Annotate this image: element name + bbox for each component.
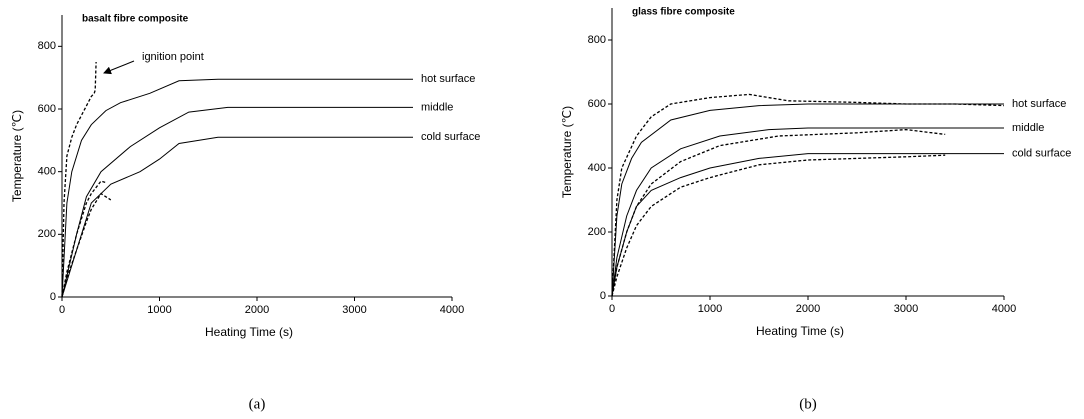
y-axis-label: Temperature (℃) [10,110,24,202]
series-label: middle [421,101,453,113]
series-line [611,127,1004,297]
chart-title: basalt fibre composite [82,14,189,25]
x-tick-label: 2000 [245,304,269,316]
x-tick-label: 3000 [894,303,918,315]
x-tick-label: 0 [59,304,65,316]
series-line [611,154,946,297]
x-tick-label: 4000 [440,304,464,316]
series-label: middle [1012,122,1044,134]
series-line [61,180,107,298]
series-line [611,153,1004,297]
series-line [61,192,112,298]
y-tick-label: 200 [38,228,56,240]
y-tick-label: 600 [588,98,606,110]
series-line [61,106,413,298]
series-label: cold surface [421,131,480,143]
x-tick-label: 0 [609,303,615,315]
x-tick-label: 1000 [698,303,722,315]
x-tick-label: 3000 [342,304,366,316]
series-label: cold surface [1012,148,1071,160]
y-tick-label: 800 [588,34,606,46]
x-axis-label: Heating Time (s) [205,325,293,339]
x-tick-label: 4000 [992,303,1016,315]
y-tick-label: 0 [50,291,56,303]
y-tick-label: 0 [600,290,606,302]
y-tick-label: 600 [38,103,56,115]
series-label: hot surface [1012,98,1066,110]
y-tick-label: 800 [38,40,56,52]
caption: (a) [249,396,266,412]
annotation-arrow [103,60,135,75]
series-line [61,61,97,298]
chart-title: glass fibre composite [632,7,735,18]
annotation: ignition point [142,51,204,63]
y-tick-label: 400 [38,166,56,178]
series-line [61,78,413,298]
x-axis-label: Heating Time (s) [756,324,844,338]
series-line [61,136,413,298]
caption: (b) [799,396,817,412]
x-tick-label: 1000 [147,304,171,316]
y-axis-label: Temperature (℃) [560,106,574,198]
series-line [611,93,1005,297]
series-label: hot surface [421,73,475,85]
series-line [611,128,946,297]
series-line [611,103,1004,297]
y-tick-label: 400 [588,162,606,174]
y-tick-label: 200 [588,226,606,238]
x-tick-label: 2000 [796,303,820,315]
